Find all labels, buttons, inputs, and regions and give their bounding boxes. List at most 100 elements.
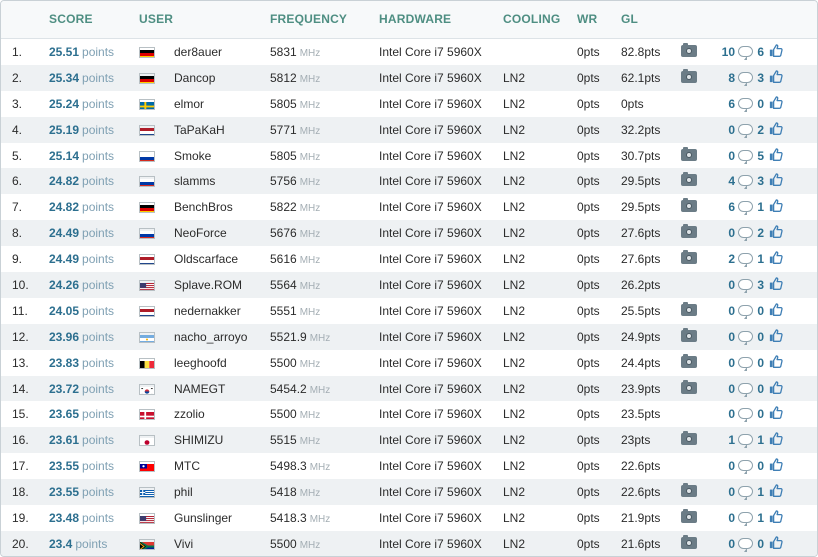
camera-icon[interactable]: [681, 509, 697, 524]
user-link[interactable]: NAMEGT: [174, 381, 226, 396]
score-value[interactable]: 23.48: [49, 511, 80, 526]
user-link[interactable]: Dancop: [174, 70, 216, 85]
thumbs-up-icon[interactable]: [768, 354, 783, 369]
comment-count[interactable]: 0: [728, 511, 735, 526]
camera-icon[interactable]: [681, 379, 697, 394]
hardware-link[interactable]: Intel Core i7 5960X: [379, 433, 482, 448]
score-cell[interactable]: 25.19 points: [49, 123, 114, 137]
score-cell[interactable]: 23.61 points: [49, 433, 114, 447]
like-count[interactable]: 3: [757, 70, 764, 85]
like-count[interactable]: 1: [757, 511, 764, 526]
score-cell[interactable]: 24.49 points: [49, 226, 114, 240]
user-link[interactable]: nacho_arroyo: [174, 329, 248, 344]
comment-count[interactable]: 0: [728, 303, 735, 318]
thumbs-up-icon[interactable]: [768, 457, 783, 472]
comment-count[interactable]: 0: [728, 355, 735, 370]
score-cell[interactable]: 24.05 points: [49, 304, 114, 318]
table-row[interactable]: 7. 24.82 points BenchBros 5822 MHz Intel Core …: [1, 194, 817, 220]
score-cell[interactable]: 23.65 points: [49, 407, 114, 421]
table-row[interactable]: 1. 25.51 points der8auer 5831 MHz Intel Core i…: [1, 39, 817, 65]
table-row[interactable]: 18. 23.55 points phil 5418 MHz Intel Core i7 5…: [1, 479, 817, 506]
comment-bubble-icon[interactable]: [738, 408, 753, 423]
camera-icon[interactable]: [681, 353, 697, 368]
score-cell[interactable]: 25.14 points: [49, 149, 114, 163]
hardware-link[interactable]: Intel Core i7 5960X: [379, 329, 482, 344]
thumbs-up-icon[interactable]: [768, 95, 783, 110]
user-link[interactable]: leeghoofd: [174, 355, 227, 370]
comment-bubble-icon[interactable]: [738, 512, 753, 527]
user-link[interactable]: elmor: [174, 96, 205, 111]
comment-count[interactable]: 0: [728, 459, 735, 474]
user-link[interactable]: zzolio: [174, 407, 205, 422]
comment-count[interactable]: 2: [728, 252, 735, 267]
table-row[interactable]: 19. 23.48 points Gunslinger 5418.3 MHz Intel C…: [1, 505, 817, 531]
user-link[interactable]: NeoForce: [174, 226, 227, 241]
like-count[interactable]: 1: [757, 200, 764, 215]
thumbs-up-icon[interactable]: [768, 380, 783, 395]
camera-icon[interactable]: [681, 172, 697, 187]
like-count[interactable]: 1: [757, 433, 764, 448]
camera-icon[interactable]: [681, 327, 697, 342]
table-row[interactable]: 13. 23.83 points leeghoofd 5500 MHz Intel Core…: [1, 350, 817, 376]
camera-icon[interactable]: [681, 68, 697, 83]
score-cell[interactable]: 23.48 points: [49, 511, 114, 525]
thumbs-up-icon[interactable]: [768, 302, 783, 317]
comment-count[interactable]: 8: [728, 70, 735, 85]
like-count[interactable]: 0: [757, 355, 764, 370]
hardware-link[interactable]: Intel Core i7 5960X: [379, 485, 482, 500]
score-cell[interactable]: 23.96 points: [49, 330, 114, 344]
score-value[interactable]: 25.34: [49, 70, 80, 85]
user-link[interactable]: MTC: [174, 459, 200, 474]
column-header-hardware[interactable]: HARDWARE: [379, 12, 452, 26]
comment-count[interactable]: 6: [728, 200, 735, 215]
score-value[interactable]: 23.55: [49, 459, 80, 474]
score-cell[interactable]: 23.55 points: [49, 485, 114, 499]
score-cell[interactable]: 25.34 points: [49, 71, 114, 85]
comment-bubble-icon[interactable]: [738, 382, 753, 397]
score-value[interactable]: 23.83: [49, 355, 80, 370]
like-count[interactable]: 0: [757, 303, 764, 318]
score-value[interactable]: 24.49: [49, 226, 80, 241]
thumbs-up-icon[interactable]: [768, 121, 783, 136]
like-count[interactable]: 1: [757, 485, 764, 500]
hardware-link[interactable]: Intel Core i7 5960X: [379, 70, 482, 85]
table-row[interactable]: 3. 25.24 points elmor 5805 MHz Intel Core i7 5…: [1, 91, 817, 117]
score-value[interactable]: 25.19: [49, 122, 80, 137]
like-count[interactable]: 3: [757, 174, 764, 189]
like-count[interactable]: 0: [757, 381, 764, 396]
score-value[interactable]: 23.55: [49, 485, 80, 500]
column-header-wr[interactable]: WR: [577, 12, 598, 26]
hardware-link[interactable]: Intel Core i7 5960X: [379, 226, 482, 241]
comment-count[interactable]: 10: [721, 45, 735, 59]
score-value[interactable]: 24.82: [49, 200, 80, 215]
table-row[interactable]: 17. 23.55 points MTC 5498.3 MHz Intel Core i7 …: [1, 453, 817, 479]
table-row[interactable]: 8. 24.49 points NeoForce 5676 MHz Intel Core i…: [1, 220, 817, 247]
score-value[interactable]: 24.49: [49, 252, 80, 267]
comment-count[interactable]: 1: [728, 433, 735, 448]
comment-count[interactable]: 0: [728, 278, 735, 293]
comment-bubble-icon[interactable]: [738, 486, 753, 501]
comment-count[interactable]: 0: [728, 536, 735, 551]
comment-count[interactable]: 0: [728, 122, 735, 137]
score-value[interactable]: 23.4: [49, 536, 73, 551]
score-cell[interactable]: 24.49 points: [49, 252, 114, 266]
hardware-link[interactable]: Intel Core i7 5960X: [379, 407, 482, 422]
column-header-frequency[interactable]: FREQUENCY: [270, 12, 348, 26]
comment-bubble-icon[interactable]: [738, 537, 753, 552]
table-row[interactable]: 16. 23.61 points SHIMIZU 5515 MHz Intel Core i…: [1, 427, 817, 454]
thumbs-up-icon[interactable]: [768, 43, 783, 58]
comment-bubble-icon[interactable]: [738, 201, 753, 216]
comment-bubble-icon[interactable]: [738, 279, 753, 294]
score-cell[interactable]: 23.83 points: [49, 356, 114, 370]
comment-bubble-icon[interactable]: [738, 253, 753, 268]
hardware-link[interactable]: Intel Core i7 5960X: [379, 511, 482, 526]
user-link[interactable]: SHIMIZU: [174, 433, 224, 448]
table-row[interactable]: 9. 24.49 points Oldscarface 5616 MHz Intel Cor…: [1, 246, 817, 272]
comment-count[interactable]: 0: [728, 381, 735, 396]
table-row[interactable]: 20. 23.4 points Vivi 5500 MHz Intel Core i7 59…: [1, 530, 817, 556]
user-link[interactable]: slamms: [174, 174, 216, 189]
hardware-link[interactable]: Intel Core i7 5960X: [379, 174, 482, 189]
camera-icon[interactable]: [681, 43, 697, 57]
comment-bubble-icon[interactable]: [738, 330, 753, 345]
thumbs-up-icon[interactable]: [768, 405, 783, 420]
